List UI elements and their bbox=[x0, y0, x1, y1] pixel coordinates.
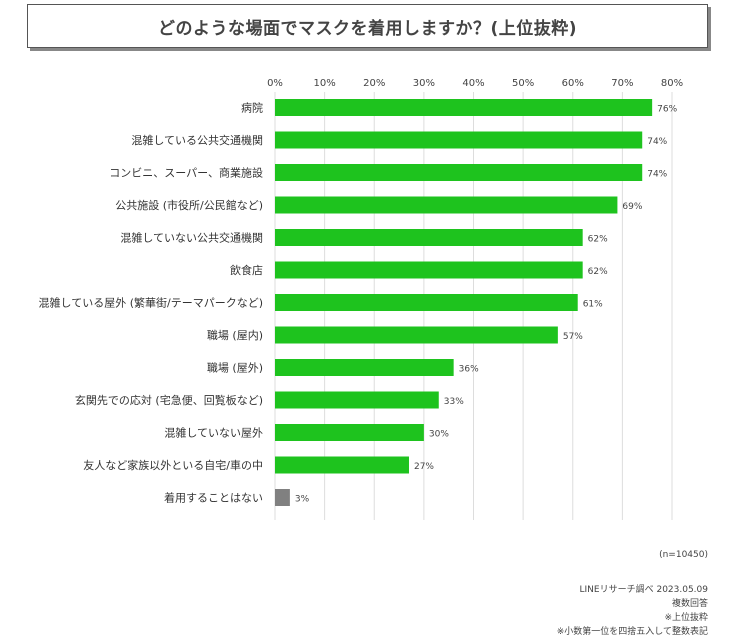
x-tick-label: 80% bbox=[661, 78, 683, 89]
bar bbox=[275, 196, 618, 214]
bar bbox=[275, 99, 653, 116]
x-tick-label: 50% bbox=[512, 78, 534, 89]
bar bbox=[275, 456, 409, 474]
x-tick-label: 60% bbox=[562, 78, 584, 89]
x-tick-label: 0% bbox=[267, 78, 283, 89]
data-label: 3% bbox=[295, 495, 310, 505]
x-tick-label: 20% bbox=[363, 78, 385, 89]
bar bbox=[275, 164, 643, 181]
rounding-note: ※小数第一位を四捨五入して整数表記 bbox=[556, 627, 708, 637]
multiple-answer-note: 複数回答 bbox=[671, 599, 708, 609]
chart-title-box: どのような場面でマスクを着用しますか？(上位抜粋) bbox=[27, 4, 708, 48]
bar bbox=[275, 391, 439, 409]
source-note: LINEリサーチ調べ 2023.05.09 bbox=[579, 585, 708, 595]
data-label: 33% bbox=[444, 397, 464, 407]
chart-title: どのような場面でマスクを着用しますか？(上位抜粋) bbox=[157, 18, 578, 39]
sample-size-note: (n=10450) bbox=[659, 550, 708, 560]
category-label: 混雑している公共交通機関 bbox=[131, 133, 263, 147]
x-tick-label: 40% bbox=[462, 78, 484, 89]
category-label: 着用することはない bbox=[164, 491, 263, 505]
data-label: 62% bbox=[588, 235, 608, 245]
category-label: 玄関先での応対 (宅急便、回覧板など) bbox=[75, 393, 263, 407]
data-label: 30% bbox=[429, 430, 449, 440]
data-label: 27% bbox=[414, 462, 434, 472]
x-tick-label: 10% bbox=[314, 78, 336, 89]
category-label: 混雑していない屋外 bbox=[164, 426, 263, 440]
data-label: 69% bbox=[622, 202, 642, 212]
data-label: 74% bbox=[647, 170, 667, 180]
excerpt-note: ※上位抜粋 bbox=[664, 613, 708, 623]
data-label: 74% bbox=[647, 137, 667, 147]
x-tick-label: 30% bbox=[413, 78, 435, 89]
x-tick-label: 70% bbox=[611, 78, 633, 89]
bar bbox=[275, 294, 578, 311]
bar bbox=[275, 489, 290, 506]
data-label: 62% bbox=[588, 267, 608, 277]
bar bbox=[275, 261, 583, 279]
category-label: 混雑している屋外 (繁華街/テーマパークなど) bbox=[39, 296, 263, 310]
data-label: 36% bbox=[459, 365, 479, 375]
category-label: 友人など家族以外といる自宅/車の中 bbox=[83, 458, 263, 472]
data-label: 76% bbox=[657, 105, 677, 115]
category-label: 職場 (屋外) bbox=[207, 362, 263, 375]
category-label: 病院 bbox=[241, 101, 263, 115]
category-label: 混雑していない公共交通機関 bbox=[120, 231, 263, 245]
data-label: 57% bbox=[563, 332, 583, 342]
bar bbox=[275, 229, 583, 246]
bar bbox=[275, 424, 424, 441]
bar bbox=[275, 326, 558, 344]
category-label: コンビニ、スーパー、商業施設 bbox=[109, 166, 263, 180]
bar bbox=[275, 359, 454, 376]
category-label: 職場 (屋内) bbox=[207, 328, 263, 342]
category-label: 飲食店 bbox=[230, 263, 263, 277]
data-label: 61% bbox=[583, 300, 603, 310]
category-label: 公共施設 (市役所/公民館など) bbox=[115, 198, 263, 212]
bar bbox=[275, 131, 643, 149]
